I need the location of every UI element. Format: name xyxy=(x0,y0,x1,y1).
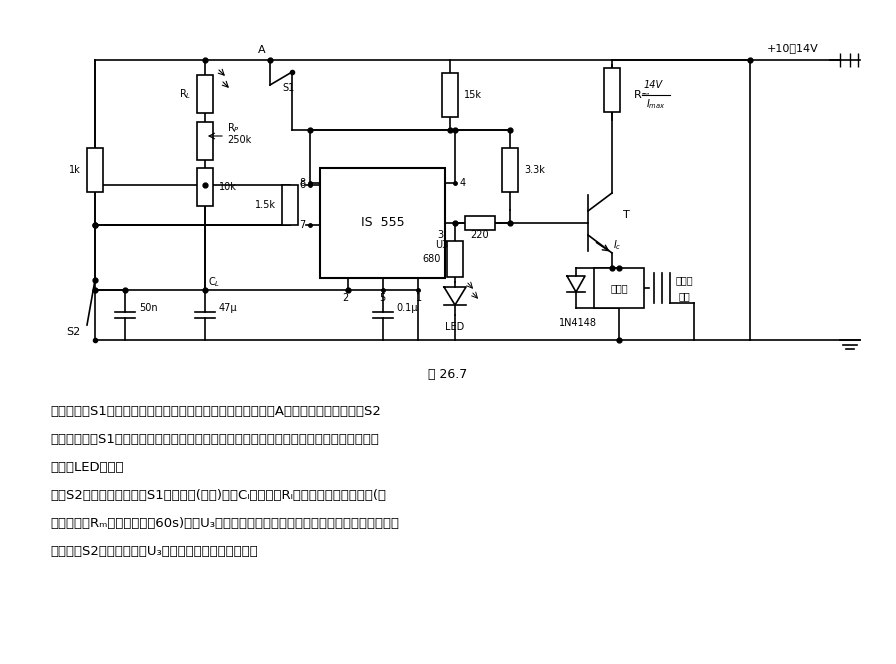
Text: S2为常开触点，如果S1是闭合的(门开)，则Cₗ开始通过Rₗ缓慢充电。在一定时间(可: S2为常开触点，如果S1是闭合的(门开)，则Cₗ开始通过Rₗ缓慢充电。在一定时间… xyxy=(50,489,386,502)
Bar xyxy=(442,73,458,117)
Text: 1k: 1k xyxy=(69,165,81,175)
Text: T: T xyxy=(623,210,629,220)
Text: IS  555: IS 555 xyxy=(361,216,404,230)
Text: 图 26.7: 图 26.7 xyxy=(428,369,468,382)
Text: 3: 3 xyxy=(437,230,443,240)
Text: R≈: R≈ xyxy=(634,90,651,100)
Bar xyxy=(197,168,213,206)
Text: 通过电位器Rₘ调节，不超过60s)内，U₃突然变低电平，于是继电器接通，报警器工作。如果: 通过电位器Rₘ调节，不超过60s)内，U₃突然变低电平，于是继电器接通，报警器工… xyxy=(50,517,399,530)
Text: 7: 7 xyxy=(299,220,306,230)
Bar xyxy=(604,68,620,112)
Text: 14V: 14V xyxy=(644,80,663,90)
Text: 50n: 50n xyxy=(139,303,158,313)
Text: S1: S1 xyxy=(282,83,294,93)
Text: 在报警时S2是闭合的，则U₃又为高电平，继电器释放。: 在报警时S2是闭合的，则U₃又为高电平，继电器释放。 xyxy=(50,545,258,558)
Text: 二极管LED不亮。: 二极管LED不亮。 xyxy=(50,461,124,474)
Text: 680: 680 xyxy=(423,254,441,264)
Text: A: A xyxy=(258,45,266,55)
Text: 1N4148: 1N4148 xyxy=(559,318,597,328)
Text: 15k: 15k xyxy=(464,90,482,100)
Text: 闭合，则不管S1闭合与否，输出端电压喤均为高电平，晋体管不导通，继电器不吸合，发光: 闭合，则不管S1闭合与否，输出端电压喤均为高电平，晋体管不导通，继电器不吸合，发… xyxy=(50,433,379,446)
Bar xyxy=(447,241,463,277)
Bar xyxy=(320,168,445,278)
Text: 1: 1 xyxy=(417,293,423,303)
Text: S2: S2 xyxy=(66,327,80,337)
Bar xyxy=(87,148,103,192)
Text: 2: 2 xyxy=(342,293,349,303)
Text: 8: 8 xyxy=(299,178,305,188)
Text: U3: U3 xyxy=(435,240,449,250)
Text: 220: 220 xyxy=(470,230,489,240)
Text: 报警器: 报警器 xyxy=(676,275,693,285)
Text: +10～14V: +10～14V xyxy=(767,43,819,53)
Text: 3.3k: 3.3k xyxy=(524,165,545,175)
Text: 1.5k: 1.5k xyxy=(255,200,276,210)
Text: 47μ: 47μ xyxy=(219,303,237,313)
Bar xyxy=(465,216,495,230)
Text: $I_{max}$: $I_{max}$ xyxy=(646,97,666,111)
Text: 4: 4 xyxy=(460,178,466,188)
Bar xyxy=(502,148,518,192)
Text: 0.1μ: 0.1μ xyxy=(397,303,418,313)
Text: R$_P$: R$_P$ xyxy=(227,121,240,135)
Text: LED: LED xyxy=(445,322,465,332)
Bar xyxy=(282,185,298,225)
Bar xyxy=(197,75,213,113)
Text: 继电器: 继电器 xyxy=(610,283,628,293)
Text: C$_L$: C$_L$ xyxy=(208,275,220,289)
Text: 电路中S1是门控光电开关或行李间光控开关。在其闭合时A点为正工作电压。如果S2: 电路中S1是门控光电开关或行李间光控开关。在其闭合时A点为正工作电压。如果S2 xyxy=(50,405,381,418)
Text: 5: 5 xyxy=(379,293,385,303)
Text: 6: 6 xyxy=(299,180,305,190)
Bar xyxy=(594,268,644,308)
Text: 10k: 10k xyxy=(219,182,237,192)
Text: $I_c$: $I_c$ xyxy=(613,238,621,252)
Text: 触点: 触点 xyxy=(678,291,690,301)
Text: R$_L$: R$_L$ xyxy=(179,87,191,101)
Bar xyxy=(197,122,213,160)
Text: 250k: 250k xyxy=(227,135,251,145)
